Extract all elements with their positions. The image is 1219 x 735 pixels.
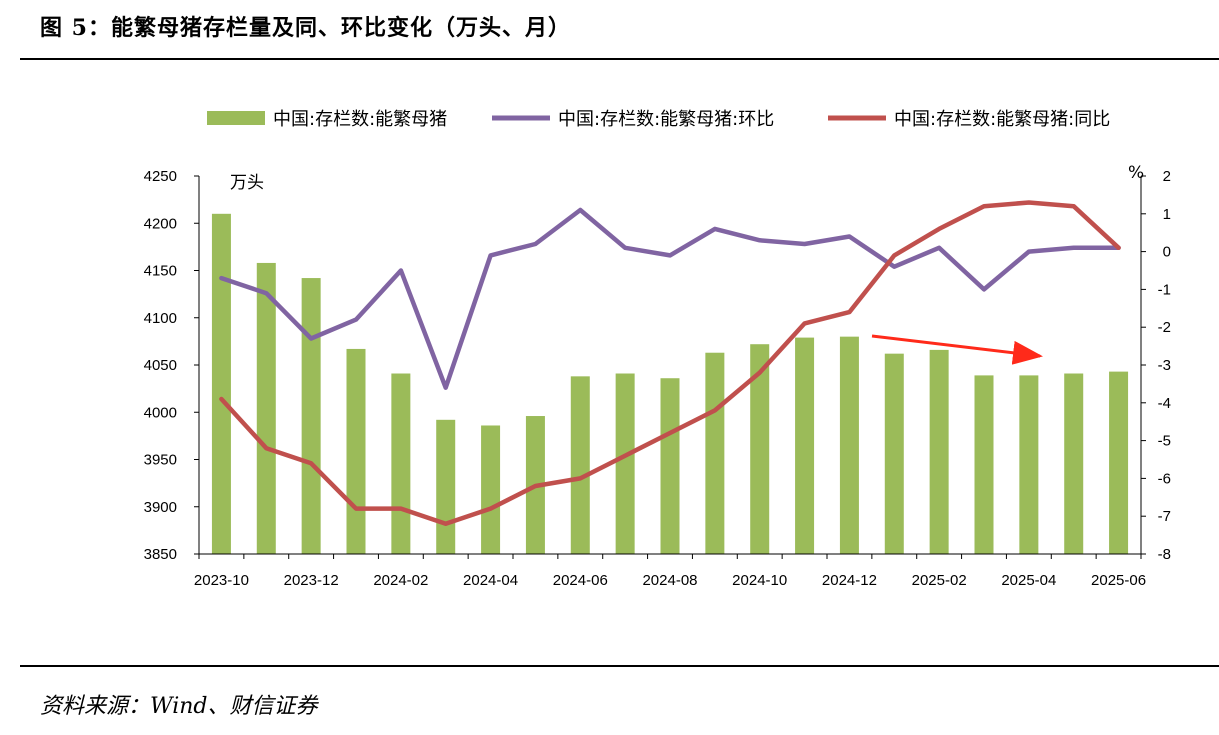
chart-area: 3850 3900 3950 4000 4050 4100 4150 4200 4250 -8 -7…: [144, 109, 1171, 589]
left-tick-label: 4000: [144, 404, 177, 421]
right-tick-label: -4: [1158, 395, 1171, 412]
mom-line: [219, 207, 1121, 390]
bar-2024-07: [615, 373, 635, 554]
x-tick-label: 2023-10: [194, 572, 249, 589]
right-tick-label: -5: [1158, 433, 1171, 450]
x-tick-label: 2023-12: [284, 572, 339, 589]
bar-2024-04: [481, 425, 501, 554]
left-tick-label: 4150: [144, 263, 177, 280]
legend-label: 中国:存栏数:能繁母猪:环比: [558, 109, 774, 130]
bar-2023-10: [211, 213, 231, 555]
x-tick-label: 2025-06: [1091, 572, 1146, 589]
legend-label: 中国:存栏数:能繁母猪:同比: [894, 109, 1110, 130]
x-tick-label: 2024-08: [642, 572, 697, 589]
bar-2025-06: [1109, 371, 1129, 554]
right-tick-label: -1: [1158, 281, 1171, 298]
left-tick-label: 4100: [144, 310, 177, 327]
right-axis-unit: %: [1128, 163, 1144, 183]
left-tick-label: 4050: [144, 357, 177, 374]
left-tick-label: 3900: [144, 499, 177, 516]
right-tick-label: -2: [1158, 319, 1171, 336]
right-tick-label: -3: [1158, 357, 1171, 374]
bar-2024-12: [839, 336, 859, 554]
left-tick-label: 3850: [144, 546, 177, 563]
x-tick-label: 2025-04: [1001, 572, 1056, 589]
left-tick-label: 4200: [144, 215, 177, 232]
bar-2024-03: [436, 419, 456, 554]
bottom-divider: [20, 665, 1219, 667]
top-divider: [20, 58, 1219, 60]
axes-layer: 3850 3900 3950 4000 4050 4100 4150 4200 4250 -8 -7…: [144, 168, 1171, 589]
trend-arrow: [871, 334, 1043, 365]
bar-2024-06: [570, 376, 590, 554]
legend-swatch-bar: [207, 111, 265, 125]
x-tick-label: 2024-06: [553, 572, 608, 589]
bar-2025-05: [1064, 373, 1084, 554]
bar-2024-10: [750, 344, 770, 554]
yoy-line: [219, 200, 1121, 527]
right-tick-label: 2: [1163, 168, 1171, 185]
bar-2024-02: [391, 373, 411, 554]
right-tick-label: -8: [1158, 546, 1171, 563]
x-tick-label: 2024-10: [732, 572, 787, 589]
left-tick-label: 3950: [144, 452, 177, 469]
left-tick-label: 4250: [144, 168, 177, 185]
legend: 中国:存栏数:能繁母猪 中国:存栏数:能繁母猪:环比 中国:存栏数:能繁母猪:同比: [207, 109, 1110, 130]
x-tick-label: 2025-02: [912, 572, 967, 589]
right-tick-label: 0: [1163, 244, 1171, 261]
bar-2024-11: [795, 337, 815, 554]
x-tick-label: 2024-12: [822, 572, 877, 589]
x-tick-label: 2024-02: [373, 572, 428, 589]
bar-2025-04: [1019, 375, 1039, 554]
bar-2025-03: [974, 375, 994, 554]
right-tick-label: 1: [1163, 206, 1171, 223]
legend-label: 中国:存栏数:能繁母猪: [273, 109, 447, 130]
bar-2023-11: [256, 262, 276, 554]
page-title: 图 5：能繁母猪存栏量及同、环比变化（万头、月）: [40, 15, 571, 41]
bar-2023-12: [301, 278, 321, 554]
x-tick-label: 2024-04: [463, 572, 518, 589]
bar-2024-08: [660, 378, 680, 554]
right-tick-label: -7: [1158, 508, 1171, 525]
lines-layer: [219, 200, 1121, 527]
bar-2025-01: [884, 353, 904, 554]
bar-2024-01: [346, 348, 366, 554]
bar-2025-02: [929, 349, 949, 554]
bar-2024-09: [705, 352, 725, 554]
source-note: 资料来源：Wind、财信证券: [40, 694, 318, 719]
right-tick-label: -6: [1158, 470, 1171, 487]
left-axis-unit: 万头: [230, 173, 264, 193]
